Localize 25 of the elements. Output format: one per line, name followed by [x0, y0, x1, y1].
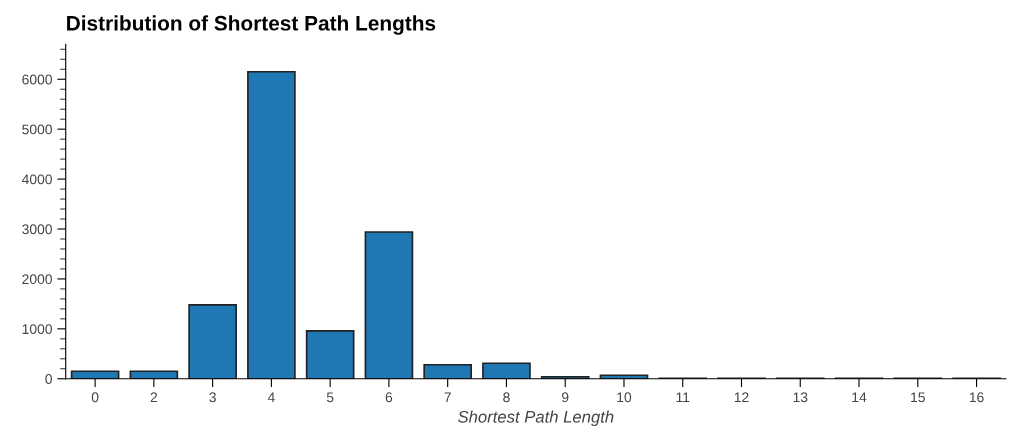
- x-tick-label: 3: [209, 392, 216, 403]
- y-tick-label: 0: [45, 374, 52, 384]
- x-tick-label: 0: [91, 392, 99, 403]
- x-tick-label: 14: [852, 392, 867, 403]
- x-tick-label: 4: [267, 392, 275, 403]
- x-tick-label: 6: [385, 392, 393, 403]
- y-tick-label: 6000: [22, 74, 52, 85]
- x-tick-label: 10: [617, 392, 632, 403]
- x-tick-label: 5: [326, 392, 334, 403]
- x-tick-label: 13: [793, 392, 808, 403]
- x-tick-label: 12: [734, 392, 749, 403]
- y-tick-label: 3000: [22, 224, 52, 235]
- y-tick-label: 1000: [22, 324, 52, 335]
- x-tick-label: 15: [911, 392, 925, 403]
- x-tick-label: 2: [150, 392, 158, 403]
- x-axis-title: Shortest Path Length: [458, 410, 614, 426]
- y-tick-label: 5000: [22, 124, 52, 135]
- y-tick-label: 4000: [21, 174, 52, 185]
- y-tick-label: 2000: [22, 274, 52, 285]
- x-tick-label: 11: [676, 392, 690, 403]
- x-tick-label: 7: [444, 392, 451, 403]
- chart-title: Distribution of Shortest Path Lengths: [67, 15, 436, 35]
- x-tick-label: 9: [562, 392, 569, 403]
- x-tick-label: 8: [503, 392, 510, 403]
- x-tick-label: 16: [969, 392, 984, 403]
